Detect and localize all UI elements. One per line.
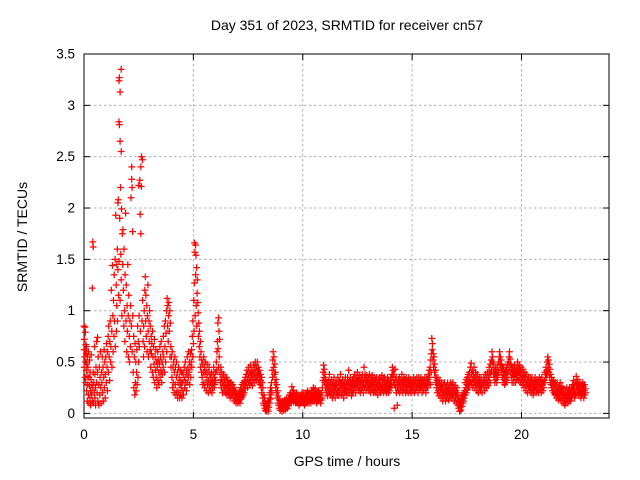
gridlines (84, 53, 609, 418)
svg-text:5: 5 (190, 427, 198, 442)
tick-marks (83, 53, 609, 418)
svg-text:0: 0 (80, 427, 88, 442)
svg-text:15: 15 (405, 427, 420, 442)
svg-text:10: 10 (295, 427, 310, 442)
svg-text:0: 0 (67, 406, 75, 421)
chart-title: Day 351 of 2023, SRMTID for receiver cn5… (210, 17, 484, 33)
svg-text:2.5: 2.5 (56, 149, 75, 164)
y-tick-labels: 0 0.5 1 1.5 2 2.5 3 3.5 (56, 47, 75, 421)
svg-text:1.5: 1.5 (56, 252, 75, 267)
svg-text:2: 2 (67, 201, 75, 216)
svg-text:0.5: 0.5 (56, 355, 75, 370)
svg-text:1: 1 (67, 303, 75, 318)
plot-border (83, 53, 610, 419)
x-tick-labels: 0 5 10 15 20 (80, 427, 529, 442)
data-points (80, 66, 589, 415)
x-axis-label: GPS time / hours (293, 453, 401, 469)
svg-text:20: 20 (514, 427, 529, 442)
svg-text:3.5: 3.5 (56, 47, 75, 62)
svg-text:3: 3 (67, 98, 75, 113)
